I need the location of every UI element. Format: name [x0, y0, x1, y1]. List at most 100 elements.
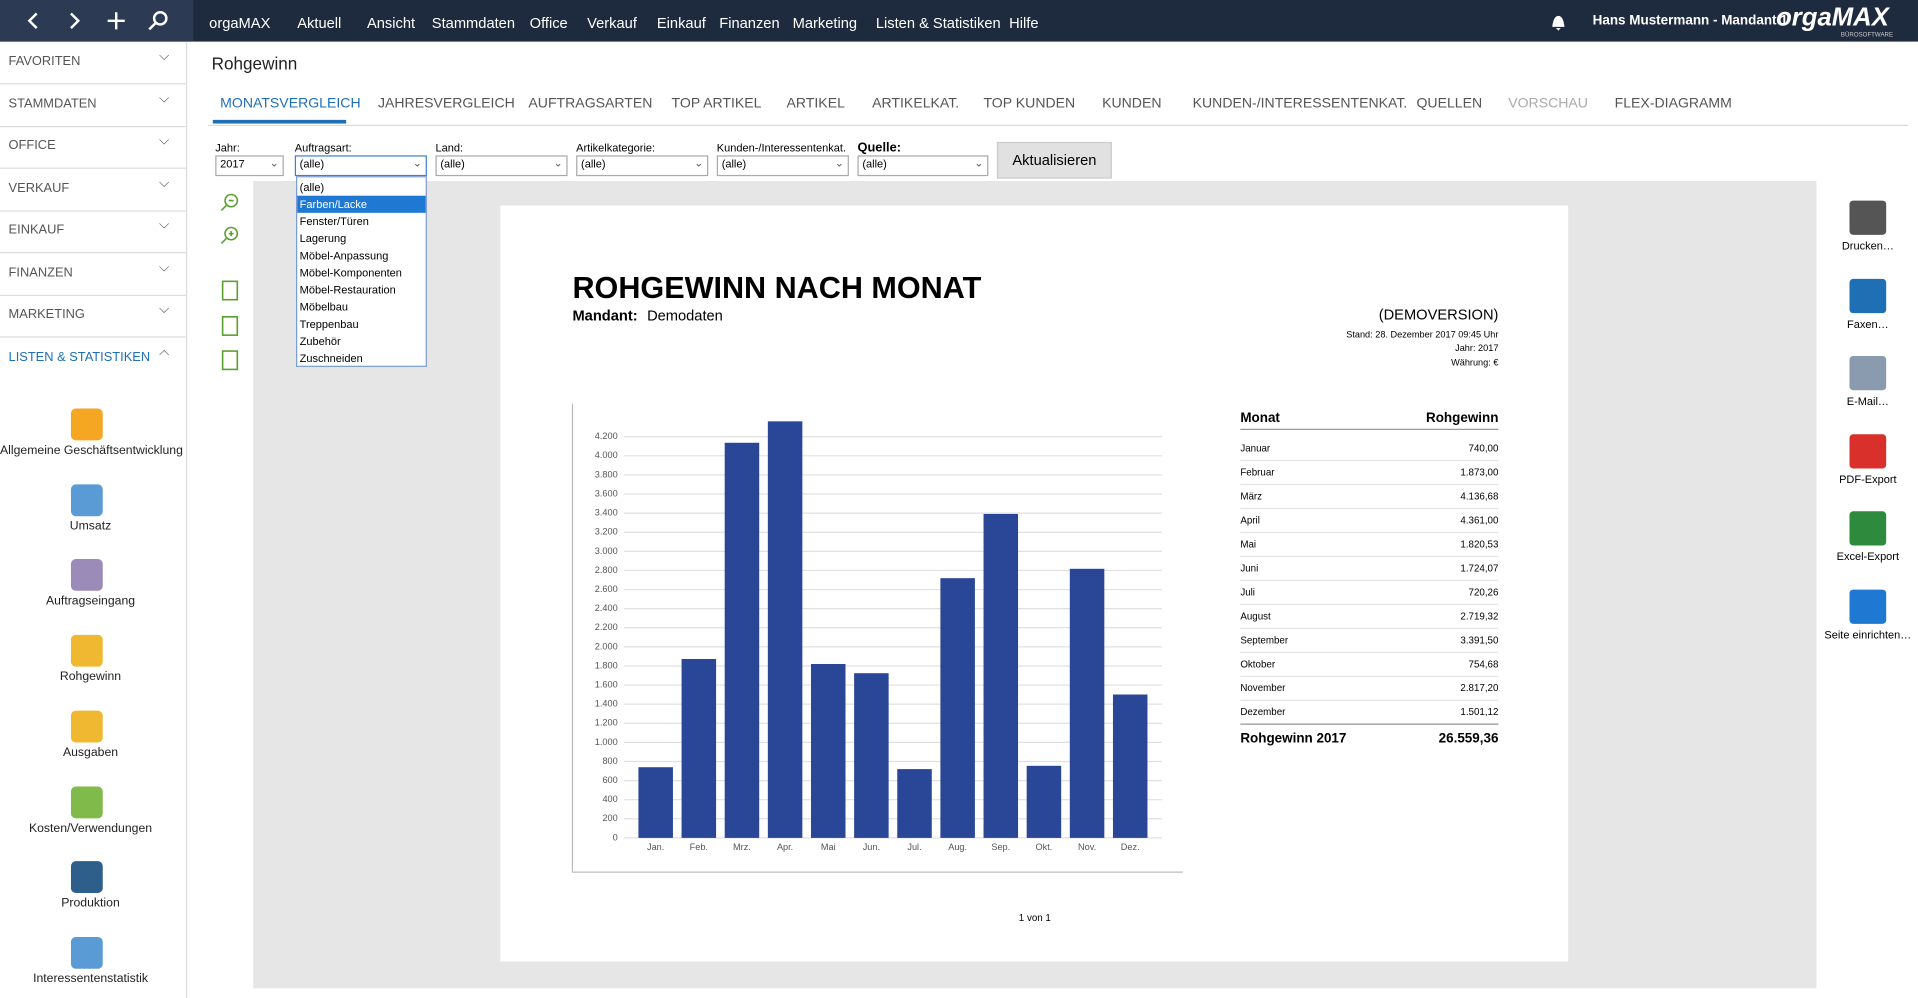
x-tick-label: Mrz. — [733, 842, 751, 852]
menu-item[interactable]: Verkauf — [587, 14, 637, 32]
year: Jahr: 2017 — [1455, 343, 1498, 353]
dropdown-option[interactable]: Möbel-Restauration — [299, 283, 396, 297]
dropdown-option[interactable]: Fenster/Türen — [299, 215, 369, 228]
menu-item[interactable]: Hilfe — [1009, 14, 1039, 32]
sidebar-item[interactable]: Kosten/Verwendungen — [28, 821, 153, 835]
filter-select[interactable]: 2017 ⌄ — [215, 155, 284, 177]
chevron: ⌵ — [159, 133, 170, 149]
tab[interactable]: TOP KUNDEN — [983, 96, 1076, 112]
y-tick-label: 3.600 — [595, 488, 618, 498]
menu-item[interactable]: Marketing — [792, 14, 858, 32]
tab[interactable]: KUNDEN — [1102, 96, 1162, 112]
dropdown-option[interactable]: Möbel-Komponenten — [299, 266, 402, 279]
y-tick-label: 1.800 — [595, 660, 618, 670]
section-label: OFFICE — [8, 138, 56, 153]
chevron: ⌵ — [159, 175, 170, 191]
action-label[interactable]: Drucken… — [1841, 239, 1894, 252]
tab[interactable]: KUNDEN-/INTERESSENTENKAT. — [1192, 96, 1408, 112]
sidebar-section[interactable]: STAMMDATEN ⌵ — [0, 84, 186, 127]
item-icon[interactable] — [70, 559, 103, 592]
sidebar-item[interactable]: Auftragseingang — [45, 594, 136, 609]
filter-select[interactable]: (alle) ⌄ — [716, 155, 849, 177]
action-icon[interactable] — [1849, 511, 1887, 546]
tab[interactable]: ARTIKEL — [786, 96, 845, 112]
tab[interactable]: MONATSVERGLEICH — [220, 96, 361, 112]
action-icon[interactable] — [1849, 278, 1887, 313]
sidebar-item[interactable]: Interessentenstatistik — [33, 972, 148, 986]
dropdown-option[interactable]: Zubehör — [299, 335, 341, 348]
action-label[interactable]: PDF-Export — [1839, 472, 1897, 486]
tab[interactable]: AUFTRAGSARTEN — [528, 96, 653, 112]
sidebar-section[interactable]: EINKAUF ⌵ — [0, 210, 186, 254]
action-icon[interactable] — [1849, 200, 1887, 235]
item-icon[interactable] — [70, 785, 103, 818]
y-tick-label: 2.000 — [595, 641, 618, 651]
filter-select[interactable]: (alle) ⌄ — [857, 155, 989, 177]
sidebar-item[interactable]: Ausgaben — [62, 745, 119, 760]
bar — [681, 658, 717, 838]
tab[interactable]: QUELLEN — [1416, 96, 1483, 112]
sidebar-section[interactable]: MARKETING ⌵ — [0, 295, 186, 338]
sidebar-section[interactable]: FAVORITEN ⌵ — [0, 42, 186, 85]
x-tick-label: Apr. — [777, 842, 793, 852]
filter-select[interactable]: (alle) ⌄ — [435, 155, 568, 177]
sidebar-section[interactable]: LISTEN & STATISTIKEN ⌵ — [0, 337, 186, 379]
filter-label: Land: — [435, 141, 464, 155]
dropdown-option[interactable]: (alle) — [299, 181, 325, 194]
menu-item[interactable]: Office — [529, 14, 568, 32]
action-label[interactable]: E-Mail… — [1846, 395, 1889, 408]
user[interactable]: Hans Mustermann - Mandant 1 — [1592, 13, 1788, 29]
sidebar-item[interactable]: Allgemeine Geschäftsentwicklung — [0, 444, 183, 458]
menu-item[interactable]: Aktuell — [297, 14, 342, 32]
sidebar: FAVORITEN ⌵ STAMMDATEN ⌵ OFFICE ⌵ VERKAUF ⌵ EINK… — [0, 41, 188, 998]
item-icon[interactable] — [70, 408, 103, 441]
action-icon[interactable] — [1849, 355, 1887, 391]
bell-icon[interactable] — [1547, 11, 1569, 33]
item-icon[interactable] — [70, 634, 103, 667]
dropdown-option[interactable]: Möbel-Anpassung — [299, 249, 389, 262]
action-icon[interactable] — [1849, 588, 1887, 624]
item-icon[interactable] — [70, 936, 103, 969]
action-icon[interactable] — [1849, 433, 1887, 468]
sidebar-section[interactable]: VERKAUF ⌵ — [0, 168, 186, 212]
item-icon[interactable] — [70, 861, 103, 894]
brand: orgaMAX — [209, 14, 271, 32]
y-tick-label: 4.200 — [595, 431, 618, 441]
filter-value: (alle) — [862, 157, 887, 171]
tab[interactable]: VORSCHAU — [1508, 96, 1588, 112]
sidebar-section[interactable]: FINANZEN ⌵ — [0, 253, 186, 296]
sidebar-item[interactable]: Rohgewinn — [59, 670, 122, 684]
filter-select[interactable]: (alle) ⌄ — [294, 155, 427, 177]
tab[interactable]: ARTIKELKAT. — [872, 96, 960, 112]
action-label[interactable]: Faxen… — [1847, 317, 1889, 330]
sidebar-item[interactable]: Umsatz — [69, 519, 112, 533]
item-icon[interactable] — [70, 484, 103, 516]
filter-select[interactable]: (alle) ⌄ — [576, 155, 709, 177]
refresh-button[interactable]: Aktualisieren — [996, 141, 1112, 179]
filter-label: Quelle: — [857, 140, 902, 156]
dropdown-option[interactable]: Zuschneiden — [299, 352, 363, 365]
menu-item[interactable]: Listen & Statistiken — [875, 14, 1001, 32]
menu-item[interactable]: Finanzen — [719, 14, 780, 32]
zoom-icons — [220, 193, 239, 371]
tab[interactable]: FLEX-DIAGRAMM — [1614, 96, 1732, 112]
action-label[interactable]: Excel-Export — [1836, 550, 1900, 563]
x-tick-label: Sep. — [991, 842, 1010, 852]
sidebar-item[interactable]: Produktion — [61, 896, 120, 911]
chevron: ⌵ — [159, 259, 170, 275]
dropdown-option[interactable]: Möbelbau — [299, 300, 349, 314]
dropdown-option[interactable]: Lagerung — [299, 232, 347, 245]
menu-item[interactable]: Stammdaten — [431, 14, 516, 32]
tab[interactable]: TOP ARTIKEL — [671, 96, 762, 112]
dropdown-option[interactable]: Treppenbau — [299, 318, 359, 331]
chart-frame — [571, 403, 1183, 873]
sidebar-section[interactable]: OFFICE ⌵ — [0, 126, 186, 169]
total-value: 26.559,36 — [1439, 730, 1499, 745]
item-icon[interactable] — [70, 710, 103, 743]
tab[interactable]: JAHRESVERGLEICH — [377, 96, 515, 112]
dropdown-option[interactable]: Farben/Lacke — [297, 195, 426, 213]
menu-item[interactable]: Ansicht — [366, 14, 416, 32]
action-label[interactable]: Seite einrichten… — [1824, 628, 1912, 641]
menu-item[interactable]: Einkauf — [656, 14, 706, 32]
select-arrow: ⌄ — [553, 156, 563, 169]
